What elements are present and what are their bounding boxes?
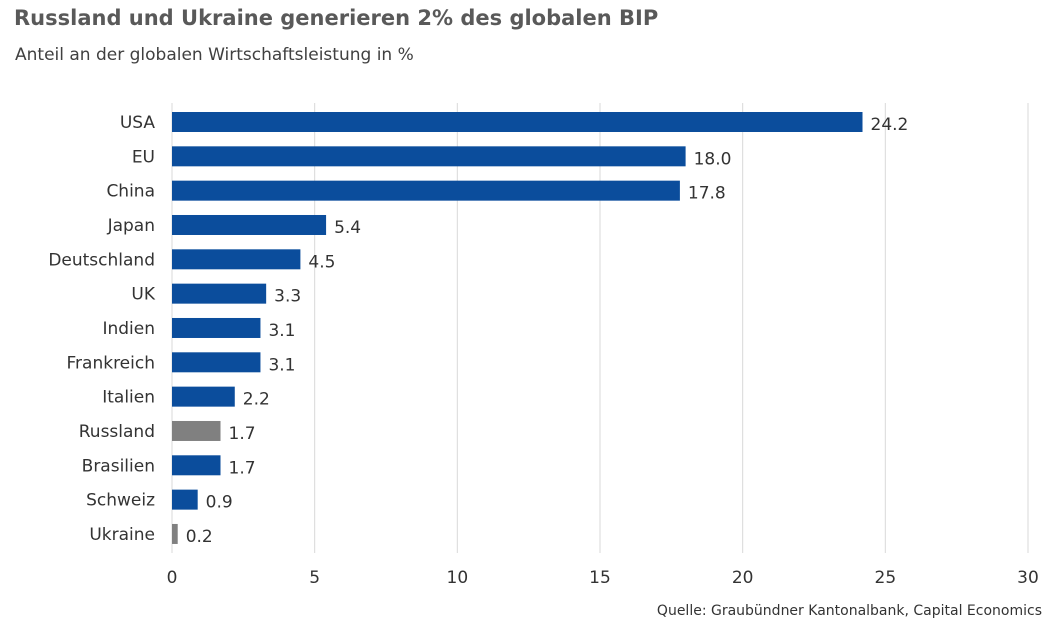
bar-deutschland — [172, 249, 301, 270]
x-tick-label: 0 — [167, 568, 178, 588]
value-label: 3.1 — [268, 355, 295, 375]
category-label: Japan — [107, 216, 155, 236]
category-label: Brasilien — [82, 456, 155, 476]
category-label: EU — [132, 147, 155, 167]
category-label: Ukraine — [89, 525, 155, 545]
bar-indien — [172, 317, 261, 338]
category-label: Indien — [102, 319, 155, 339]
bar-eu — [172, 146, 686, 167]
chart-title: Russland und Ukraine generieren 2% des g… — [14, 6, 659, 30]
value-label: 0.2 — [186, 527, 213, 547]
bar-frankreich — [172, 352, 261, 373]
bar-russland — [172, 420, 221, 441]
x-tick-label: 15 — [589, 568, 611, 588]
x-tick-label: 25 — [875, 568, 897, 588]
category-label: Schweiz — [86, 491, 155, 511]
value-label: 5.4 — [334, 218, 361, 238]
labels: 0 5 10 15 20 25 30 USA 24.2 EU 18.0 China 17.8 Japan 5… — [48, 113, 1039, 588]
value-label: 18.0 — [694, 149, 732, 169]
value-label: 1.7 — [229, 458, 256, 478]
category-label: Deutschland — [48, 250, 155, 270]
grid-lines — [171, 103, 1029, 553]
value-label: 3.3 — [274, 287, 301, 307]
source-note: Quelle: Graubündner Kantonalbank, Capita… — [656, 603, 1042, 619]
bar-china — [172, 180, 680, 201]
category-label: USA — [120, 113, 156, 133]
bar-japan — [172, 214, 327, 235]
category-label: Russland — [79, 422, 155, 442]
value-label: 2.2 — [243, 390, 270, 410]
value-label: 0.9 — [206, 493, 233, 513]
x-tick-label: 30 — [1017, 568, 1039, 588]
value-label: 1.7 — [229, 424, 256, 444]
chart-subtitle: Anteil an der globalen Wirtschaftsleistu… — [15, 45, 414, 65]
category-label: UK — [131, 285, 155, 305]
value-label: 24.2 — [871, 115, 909, 135]
category-label: Italien — [102, 388, 155, 408]
bars — [172, 112, 863, 544]
x-tick-label: 10 — [447, 568, 469, 588]
value-label: 3.1 — [268, 321, 295, 341]
x-tick-label: 5 — [309, 568, 320, 588]
bar-usa — [172, 112, 863, 132]
bar-schweiz — [172, 489, 198, 510]
bar-brasilien — [172, 455, 221, 476]
bar-italien — [172, 386, 235, 407]
category-label: Frankreich — [67, 353, 156, 373]
value-label: 4.5 — [308, 252, 335, 272]
bar-uk — [172, 283, 267, 304]
bar-ukraine — [172, 523, 178, 544]
x-tick-label: 20 — [732, 568, 754, 588]
category-label: China — [106, 182, 155, 202]
value-label: 17.8 — [688, 184, 726, 204]
